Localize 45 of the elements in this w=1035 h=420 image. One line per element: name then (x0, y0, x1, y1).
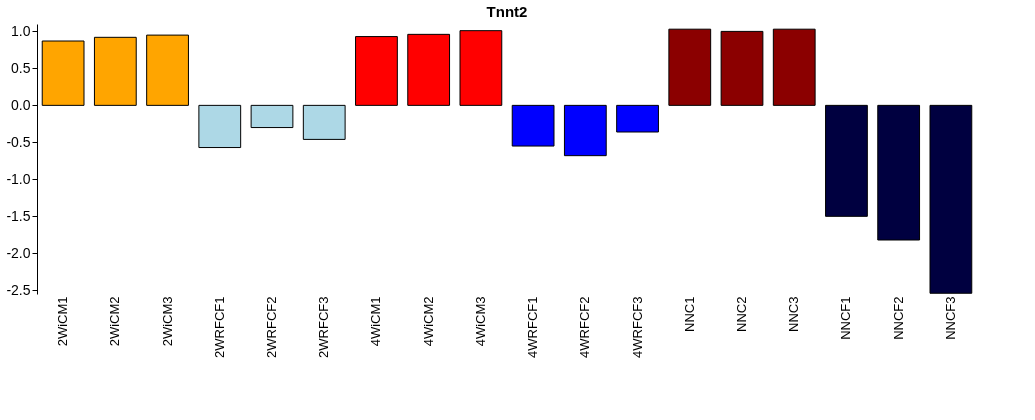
bar (93, 36, 137, 106)
bar (146, 34, 189, 106)
chart-title: Tnnt2 (486, 3, 528, 20)
bar (302, 104, 346, 140)
y-tick-label: -2.5 (6, 281, 31, 298)
bar (668, 28, 712, 106)
x-tick-label: 4WiCM1 (368, 296, 384, 347)
y-tick-label: 1.0 (11, 22, 31, 39)
bar (772, 28, 816, 106)
bar (355, 36, 398, 106)
bar (720, 30, 764, 106)
bar (511, 104, 555, 147)
y-tick-label: -1.5 (6, 207, 31, 224)
bar (616, 104, 659, 133)
y-tick-label: 0.5 (11, 59, 31, 76)
x-tick-label: 4WiCM3 (472, 296, 488, 347)
x-tick-label: 2WiCM1 (55, 296, 71, 347)
x-tick-label: 2WRFCF2 (264, 296, 279, 358)
y-tick-label: -1.0 (6, 170, 31, 187)
bar (407, 33, 451, 106)
x-tick-label: NNCF3 (942, 296, 958, 340)
bar (250, 104, 294, 129)
y-tick-label: 0.0 (11, 96, 31, 113)
y-tick-label: -0.5 (6, 133, 31, 150)
x-tick-label: 4WRFCF2 (577, 296, 593, 358)
x-tick-label: NNC2 (734, 296, 749, 332)
x-tick-label: 2WiCM3 (159, 296, 175, 347)
bar (563, 104, 607, 157)
bar (929, 104, 973, 294)
bar (198, 104, 242, 149)
x-tick-label: NNCF1 (838, 296, 854, 340)
bar (459, 30, 503, 106)
x-tick-label: 2WRFCF3 (316, 296, 332, 358)
x-tick-label: 4WiCM2 (420, 296, 436, 347)
x-tick-label: NNC3 (786, 296, 802, 332)
bar (825, 104, 868, 217)
x-tick-label: 4WRFCF1 (525, 296, 541, 358)
x-tick-label: NNCF2 (890, 296, 906, 340)
x-tick-label: 2WRFCF1 (211, 296, 227, 358)
x-tick-label: NNC1 (681, 296, 697, 332)
x-tick-label: 4WRFCF3 (629, 296, 645, 358)
y-tick-label: -2.0 (6, 244, 31, 261)
bar (877, 104, 921, 241)
x-tick-label: 2WiCM2 (107, 296, 123, 347)
bar (41, 40, 85, 106)
